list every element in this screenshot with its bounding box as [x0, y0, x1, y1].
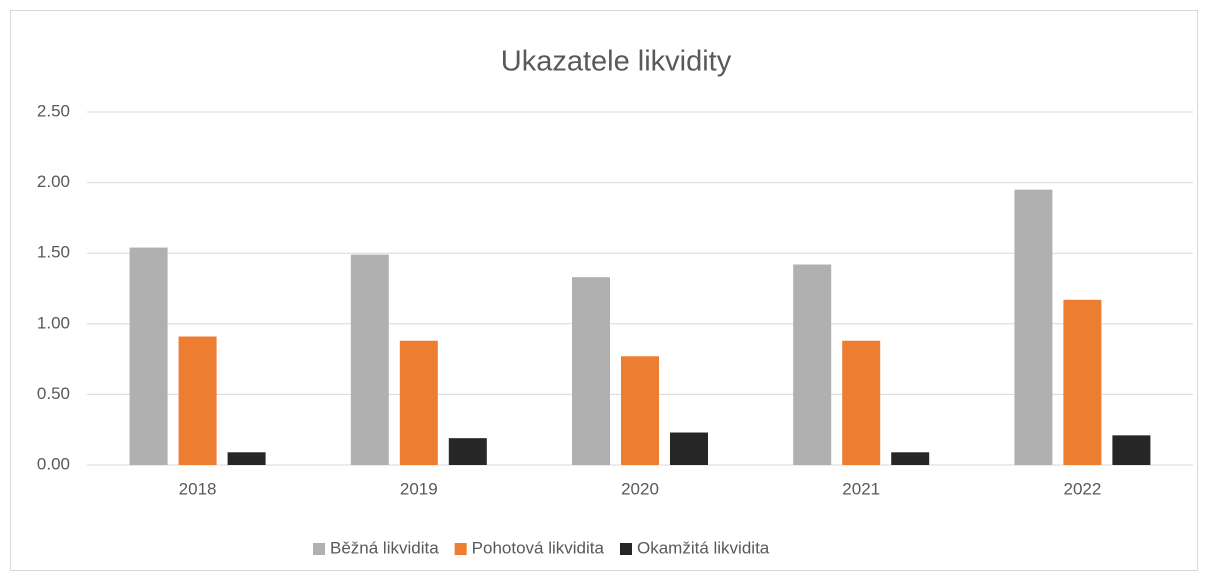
bar [178, 336, 217, 465]
bar [891, 452, 930, 465]
legend-swatch [619, 543, 632, 555]
y-tick-label: 0.50 [37, 384, 70, 403]
x-tick-label: 2020 [621, 479, 659, 498]
bar [350, 254, 389, 465]
bar [399, 340, 438, 465]
bar [448, 438, 487, 465]
x-tick-label: 2021 [842, 479, 880, 498]
x-tick-label: 2018 [179, 479, 217, 498]
bar [227, 452, 266, 465]
bar [572, 277, 610, 465]
bar [1063, 299, 1102, 465]
bar [793, 264, 832, 465]
chart-title: Ukazatele likvidity [501, 46, 732, 78]
bar [842, 340, 881, 465]
bar [621, 356, 659, 465]
x-tick-label: 2019 [400, 479, 438, 498]
y-tick-label: 1.50 [37, 243, 70, 262]
y-tick-label: 2.00 [37, 172, 70, 191]
y-tick-label: 0.00 [37, 454, 70, 473]
x-tick-label: 2022 [1063, 479, 1101, 498]
bar [1112, 435, 1151, 465]
legend-label: Pohotová likvidita [472, 538, 605, 557]
legend-label: Okamžitá likvidita [637, 538, 770, 557]
legend-swatch [454, 543, 467, 555]
y-tick-label: 2.50 [37, 101, 70, 120]
bar [670, 432, 708, 465]
y-tick-label: 1.00 [37, 313, 70, 332]
bar [1014, 189, 1053, 465]
bar [129, 247, 168, 465]
legend-swatch [313, 543, 325, 555]
legend-label: Běžná likvidita [330, 538, 439, 557]
